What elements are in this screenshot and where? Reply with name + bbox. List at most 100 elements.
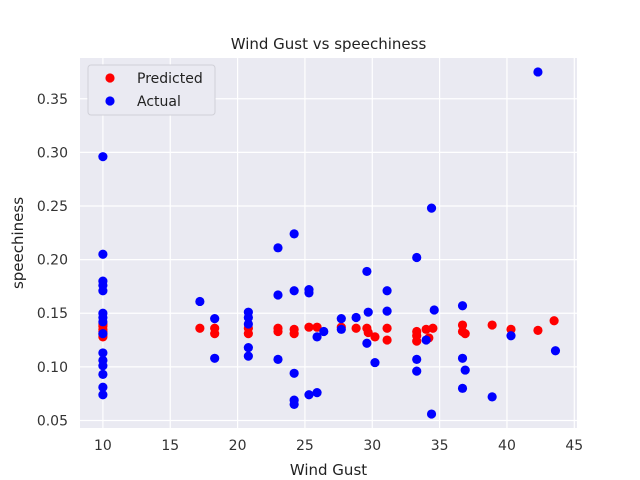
y-axis-ticks: 0.05 0.10 0.15 0.20 0.25 0.30 0.35 xyxy=(37,92,68,430)
y-tick-label: 0.05 xyxy=(37,413,68,429)
data-point-actual xyxy=(370,357,380,368)
data-point-actual xyxy=(304,288,314,298)
x-tick-label: 20 xyxy=(229,438,247,454)
y-tick-label: 0.25 xyxy=(37,199,68,215)
data-point-actual xyxy=(243,312,253,323)
x-axis-label: Wind Gust xyxy=(290,461,367,479)
data-point-actual xyxy=(304,390,314,400)
data-point-predicted xyxy=(304,322,314,332)
data-point-actual xyxy=(429,305,439,315)
data-point-actual xyxy=(412,366,422,376)
x-tick-label: 25 xyxy=(296,438,314,454)
legend-label-predicted: Predicted xyxy=(137,71,203,87)
data-point-predicted xyxy=(312,322,322,332)
data-point-actual xyxy=(351,312,361,323)
x-tick-label: 30 xyxy=(363,438,381,454)
data-point-predicted xyxy=(363,327,373,338)
data-point-actual xyxy=(460,365,470,375)
data-point-actual xyxy=(412,354,422,364)
grid-lines xyxy=(80,58,577,428)
data-point-actual xyxy=(289,286,299,296)
data-point-actual xyxy=(533,67,543,77)
data-point-actual xyxy=(210,353,220,363)
data-point-predicted xyxy=(549,316,559,326)
data-point-actual xyxy=(506,331,516,341)
legend-marker-actual xyxy=(105,96,115,106)
data-points xyxy=(98,67,561,419)
data-point-actual xyxy=(273,243,283,253)
y-tick-label: 0.10 xyxy=(37,360,68,376)
x-axis-ticks: 10 15 20 25 30 35 40 45 xyxy=(94,438,583,454)
data-point-actual xyxy=(98,348,108,358)
data-point-actual xyxy=(363,307,373,317)
data-point-actual xyxy=(98,249,108,259)
legend-box xyxy=(87,64,216,116)
data-point-predicted xyxy=(382,323,392,333)
data-point-predicted xyxy=(506,324,516,334)
data-point-actual xyxy=(550,346,561,356)
data-point-predicted xyxy=(421,324,431,334)
x-tick-label: 45 xyxy=(565,438,583,454)
data-point-predicted xyxy=(412,336,422,346)
data-point-predicted xyxy=(195,323,205,333)
data-point-actual xyxy=(289,229,299,239)
data-point-actual xyxy=(98,317,108,327)
data-point-predicted xyxy=(351,323,361,333)
data-point-actual xyxy=(243,351,253,361)
legend: Predicted Actual xyxy=(87,64,216,116)
data-point-actual xyxy=(457,383,468,393)
data-point-predicted xyxy=(289,329,299,339)
data-point-actual xyxy=(457,353,468,363)
data-point-actual xyxy=(98,369,108,379)
data-point-actual xyxy=(336,314,346,324)
x-tick-label: 40 xyxy=(498,438,516,454)
data-point-predicted xyxy=(210,329,220,339)
y-tick-label: 0.20 xyxy=(37,253,68,269)
data-point-actual xyxy=(273,290,283,300)
data-point-actual xyxy=(98,382,108,392)
legend-marker-predicted xyxy=(105,73,115,83)
data-point-actual xyxy=(336,324,346,334)
data-point-actual xyxy=(421,335,431,345)
x-tick-label: 35 xyxy=(431,438,449,454)
y-axis-label: speechiness xyxy=(9,197,27,289)
x-tick-label: 10 xyxy=(94,438,112,454)
data-point-actual xyxy=(289,399,299,410)
data-point-actual xyxy=(98,390,108,400)
legend-label-actual: Actual xyxy=(137,94,181,110)
data-point-actual xyxy=(312,332,322,342)
data-point-actual xyxy=(98,361,108,371)
data-point-predicted xyxy=(460,329,470,339)
data-point-actual xyxy=(243,342,253,353)
data-point-actual xyxy=(382,306,392,316)
data-point-actual xyxy=(98,152,108,162)
data-point-predicted xyxy=(487,320,497,330)
data-point-actual xyxy=(289,368,299,378)
y-tick-label: 0.30 xyxy=(37,145,68,161)
data-point-predicted xyxy=(382,335,392,345)
y-tick-label: 0.35 xyxy=(37,92,68,108)
data-point-actual xyxy=(426,203,437,213)
data-point-predicted xyxy=(428,323,438,333)
data-point-actual xyxy=(319,326,329,337)
data-point-predicted xyxy=(273,326,283,337)
data-point-actual xyxy=(98,329,108,339)
data-point-actual xyxy=(487,392,497,402)
data-point-actual xyxy=(243,319,253,329)
data-point-actual xyxy=(382,286,392,296)
data-point-actual xyxy=(457,301,468,311)
series-actual xyxy=(98,67,561,419)
data-point-actual xyxy=(412,252,422,263)
data-point-actual xyxy=(195,296,205,307)
data-point-predicted xyxy=(370,332,380,342)
chart-title: Wind Gust vs speechiness xyxy=(231,35,427,53)
data-point-actual xyxy=(426,409,437,419)
data-point-predicted xyxy=(243,329,253,339)
data-point-actual xyxy=(210,314,220,324)
data-point-actual xyxy=(362,266,372,277)
data-point-actual xyxy=(98,286,108,296)
data-point-actual xyxy=(312,388,322,398)
x-tick-label: 15 xyxy=(161,438,179,454)
data-point-predicted xyxy=(533,325,543,336)
